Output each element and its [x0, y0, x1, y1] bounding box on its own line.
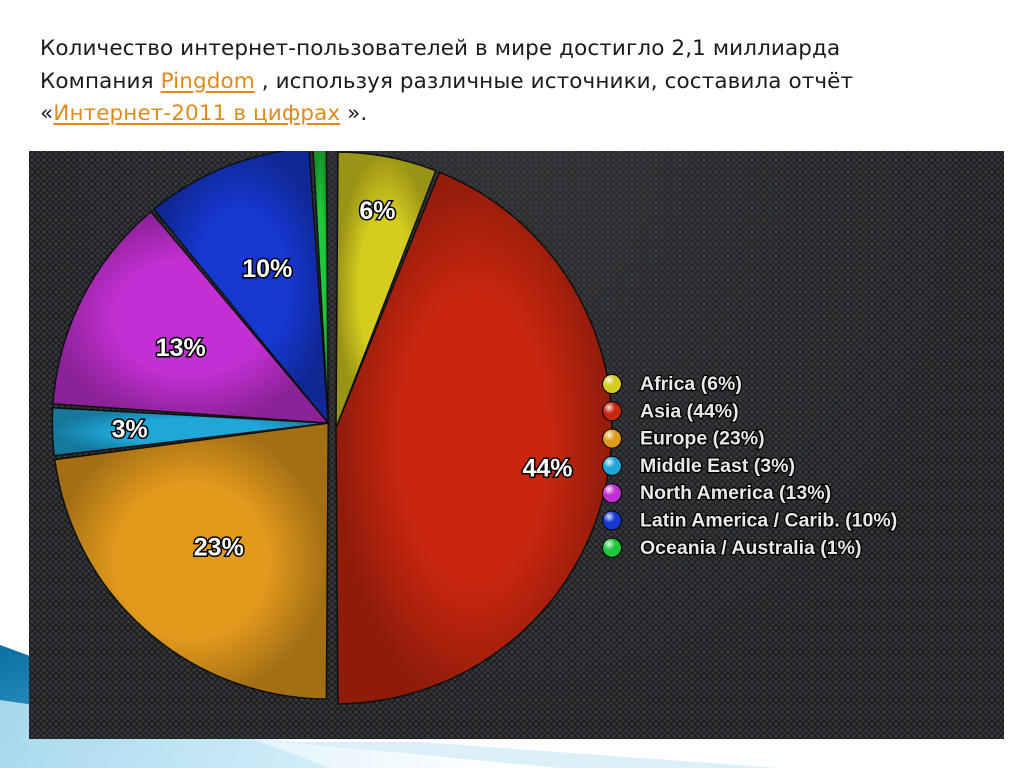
legend-swatch-highlight-oceania-australia	[602, 538, 622, 558]
pie-slice-shade-latin-america-carib	[153, 151, 329, 424]
slice-label-europe: 23%	[194, 533, 244, 561]
legend-label-middle-east: Middle East (3%)	[640, 455, 795, 477]
pie-slice-shade-middle-east	[52, 407, 329, 456]
legend-item-latin-america-carib: Latin America / Carib. (10%)	[602, 508, 898, 533]
pie-slices	[51, 151, 613, 705]
pingdom-link[interactable]: Pingdom	[160, 68, 255, 94]
chart-panel: 6%44%23%3%13%10%1% Africa (6%)Asia (44%)…	[29, 151, 1004, 739]
slice-label-africa: 6%	[359, 197, 395, 225]
caption-text: Количество интернет-пользователей в мире…	[40, 33, 1000, 131]
caption-text-before-link: Компания	[40, 68, 161, 94]
legend-label-europe: Europe (23%)	[640, 428, 765, 450]
report-link[interactable]: Интернет-2011 в цифрах	[53, 101, 341, 126]
caption-line-3: «Интернет-2011 в цифрах ».	[40, 98, 1000, 131]
legend-label-oceania-australia: Oceania / Australia (1%)	[640, 537, 861, 559]
slice-label-north-america: 13%	[156, 334, 206, 362]
corner-wave-shape-light	[0, 700, 520, 768]
slice-label-asia: 44%	[522, 454, 572, 482]
legend-label-north-america: North America (13%)	[640, 482, 831, 504]
legend-item-africa: Africa (6%)	[602, 372, 743, 396]
legend-item-oceania-australia: Oceania / Australia (1%)	[602, 536, 863, 560]
legend-label-africa: Africa (6%)	[640, 373, 742, 395]
legend-label-asia: Asia (44%)	[640, 400, 739, 422]
close-quote: ».	[340, 101, 368, 126]
slice-label-middle-east: 3%	[112, 415, 148, 443]
legend-swatch-highlight-north-america	[602, 483, 622, 503]
legend-item-north-america: North America (13%)	[602, 481, 832, 505]
slice-label-latin-america-carib: 10%	[242, 255, 292, 283]
pie-slice-shade-asia	[336, 172, 613, 704]
legend-swatch-highlight-europe	[602, 429, 622, 449]
pie-slice-shade-north-america	[52, 211, 329, 424]
chart-legend: Africa (6%) Asia (44%) Europe (23%) Middle …	[602, 372, 898, 560]
bottom-wave-shape	[280, 742, 780, 768]
pie-slice-shade-africa	[336, 152, 436, 429]
caption-text-after-link: , используя различные источники, состави…	[254, 68, 854, 94]
legend-swatch-highlight-latin-america-carib	[602, 511, 622, 530]
legend-label-latin-america-carib: Latin America / Carib. (10%)	[640, 510, 897, 532]
legend-swatch-highlight-africa	[602, 374, 622, 394]
legend-item-europe: Europe (23%)	[602, 426, 766, 451]
legend-swatch-highlight-asia	[602, 401, 622, 421]
open-quote: «	[40, 101, 54, 126]
pie-slice-labels: 6%44%23%3%13%10%1%	[110, 196, 574, 563]
caption-headline: Количество интернет-пользователей в мире…	[40, 36, 841, 61]
legend-swatch-highlight-middle-east	[602, 456, 622, 476]
pie-chart: 6%44%23%3%13%10%1% Africa (6%)Asia (44%)…	[51, 151, 898, 705]
legend-item-asia: Asia (44%)	[602, 399, 740, 424]
caption-line-2: Компания Pingdom , используя различные и…	[40, 66, 1000, 99]
pie-slice-shade-europe	[54, 423, 329, 700]
legend-item-middle-east: Middle East (3%)	[602, 454, 796, 478]
caption-line-1: Количество интернет-пользователей в мире…	[40, 33, 1000, 66]
pie-slice-shade-oceania-australia	[313, 151, 329, 424]
